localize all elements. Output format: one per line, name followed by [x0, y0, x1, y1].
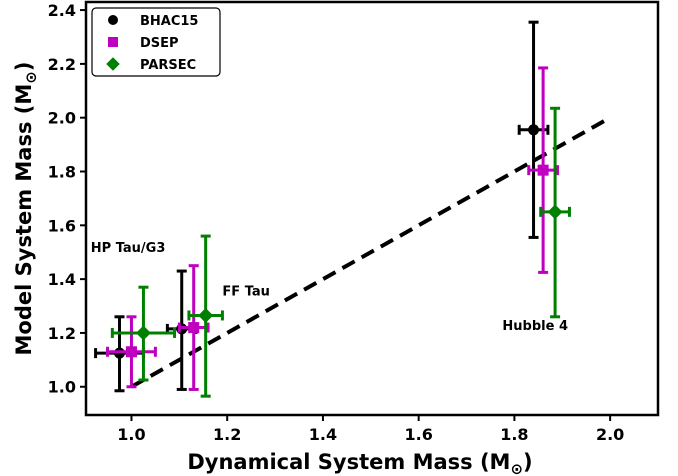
plot-frame — [84, 0, 660, 417]
x-tick-label: 1.0 — [117, 425, 145, 444]
annotation: Hubble 4 — [502, 319, 568, 334]
x-tick-label: 1.6 — [404, 425, 432, 444]
data-point — [198, 308, 214, 323]
plot-area: 1.0 1.2 1.4 1.6 1.8 2.0 1.0 1.2 1.4 1.6 1.8 2.0 2.2 2… — [48, 0, 660, 444]
legend-label: BHAC15 — [140, 14, 198, 29]
data-point — [125, 346, 137, 358]
y-tick-label: 1.4 — [48, 270, 76, 289]
x-tick-label: 1.2 — [213, 425, 241, 444]
y-axis-label: Model System Mass (M⊙) — [12, 62, 40, 356]
y-tick-label: 1.0 — [48, 378, 76, 397]
y-tick-label: 1.2 — [48, 324, 76, 343]
data-point — [136, 325, 151, 341]
legend-label: DSEP — [140, 36, 179, 51]
x-tick-label: 1.8 — [500, 425, 528, 444]
legend-marker — [108, 37, 118, 47]
data-point — [528, 124, 540, 136]
annotation: HP Tau/G3 — [91, 241, 166, 256]
annotation: FF Tau — [222, 284, 270, 299]
x-tick-label: 1.4 — [309, 425, 337, 444]
series-dsep — [106, 66, 559, 391]
one-to-one-line — [130, 115, 612, 389]
y-tick-label: 1.8 — [48, 163, 76, 182]
legend-frame — [91, 7, 221, 77]
y-tick-label: 2.0 — [48, 109, 76, 128]
series-parsec — [110, 106, 571, 398]
x-axis-label: Dynamical System Mass (M⊙) — [187, 450, 532, 476]
x-tick-label: 2.0 — [596, 425, 624, 444]
y-tick-label: 1.6 — [48, 216, 76, 235]
data-point — [188, 322, 200, 334]
series-bhac15 — [94, 20, 550, 393]
legend-marker — [108, 15, 118, 25]
legend: BHAC15 DSEP PARSEC — [91, 7, 221, 77]
data-point — [547, 204, 563, 220]
legend-label: PARSEC — [140, 58, 196, 73]
y-tick-label: 2.2 — [48, 55, 76, 74]
legend-marker — [106, 57, 120, 71]
y-tick-label: 2.4 — [48, 1, 76, 20]
data-point — [537, 164, 549, 176]
